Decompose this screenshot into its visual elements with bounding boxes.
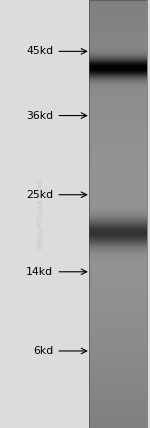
Bar xyxy=(89,0,147,428)
Text: WWW.PTGLAB.COM: WWW.PTGLAB.COM xyxy=(38,179,44,249)
Text: 14kd: 14kd xyxy=(26,267,53,277)
Text: 36kd: 36kd xyxy=(26,110,53,121)
Text: 45kd: 45kd xyxy=(26,46,53,56)
Text: 6kd: 6kd xyxy=(33,346,53,356)
Text: 25kd: 25kd xyxy=(26,190,53,200)
